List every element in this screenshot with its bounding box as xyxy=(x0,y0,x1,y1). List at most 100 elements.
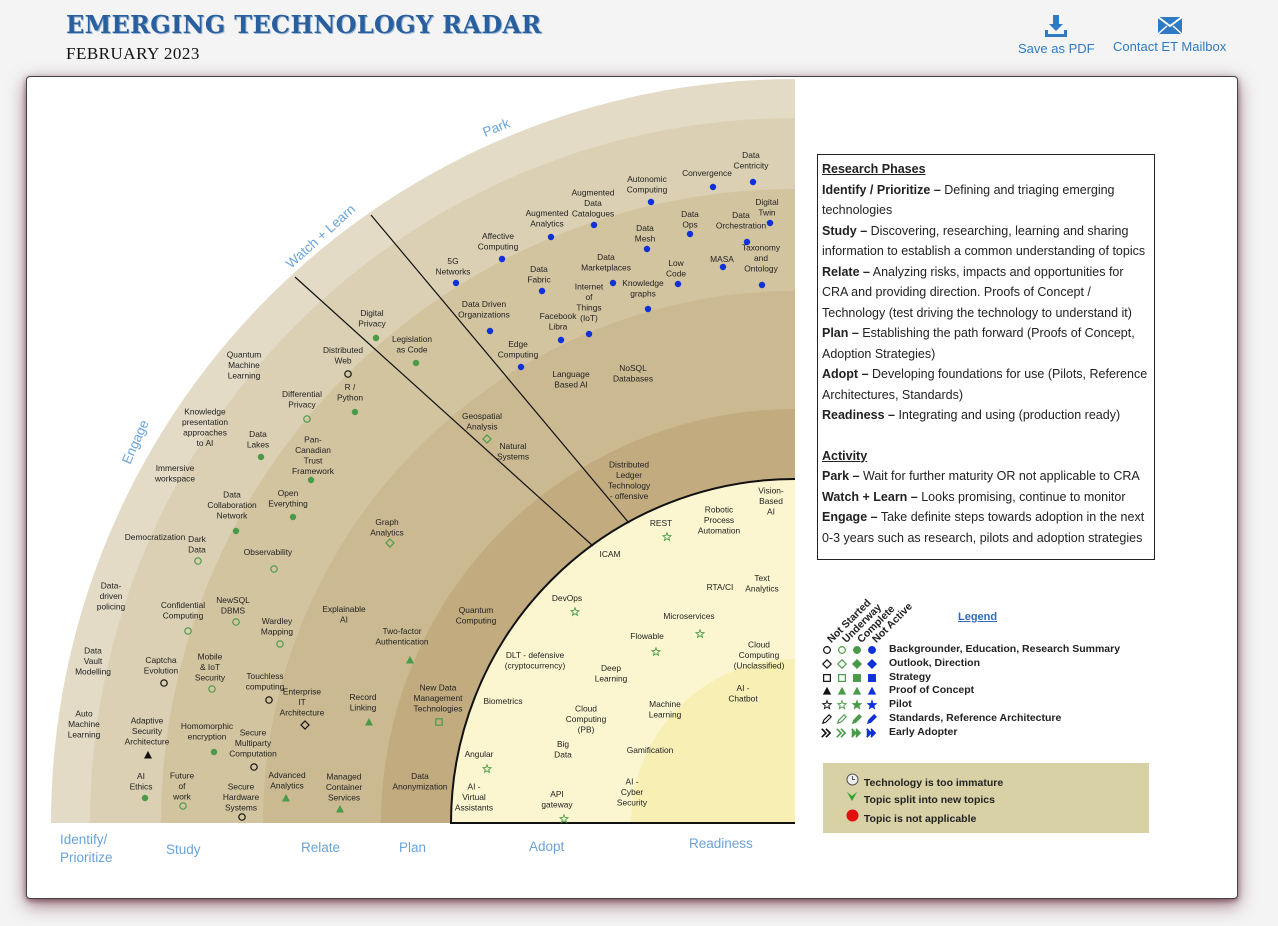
tech-label-65: AI -Chatbot xyxy=(728,683,758,704)
tech-label-79: AI Ethics xyxy=(130,771,153,792)
tech-label-6: Data Orchestration xyxy=(716,210,767,231)
status-marker-37 xyxy=(184,627,192,635)
triangle-icon xyxy=(822,687,877,696)
tech-label-69: Biometrics xyxy=(483,696,522,706)
status-marker-14 xyxy=(674,280,682,288)
tech-label-42: Democratization xyxy=(125,532,186,542)
tech-label-52: Explainable AI xyxy=(322,604,366,625)
tech-label-34: Immersive workspace xyxy=(154,463,195,484)
status-marker-57 xyxy=(238,813,246,821)
phase-identify: Identify / Prioritize – Defining and tri… xyxy=(822,182,1115,218)
status-marker-28 xyxy=(482,434,492,444)
tech-label-18: Data Driven Organizations xyxy=(458,299,510,320)
tech-label-36: Data Collaboration Network xyxy=(207,490,257,521)
radar-diagram: Park Watch + Learn Engage Identify/ Prio… xyxy=(51,79,796,865)
tech-label-4: Augmented Data Catalogues xyxy=(572,188,615,219)
status-marker-36 xyxy=(232,618,240,626)
tech-label-11: MASA xyxy=(710,254,734,264)
status-marker-33 xyxy=(194,557,202,565)
status-marker-11 xyxy=(719,263,727,271)
activity-watch-learn: Watch + Learn – Looks promising, continu… xyxy=(822,489,1126,504)
diamond-icon xyxy=(821,658,878,669)
tech-label-77: Gamification xyxy=(627,745,674,755)
status-marker-19 xyxy=(557,336,565,344)
status-marker-56 xyxy=(558,813,570,824)
tech-label-27: Differential Privacy xyxy=(282,389,322,410)
tech-label-31: Pan-Canadian Trust Framework xyxy=(292,434,335,476)
tech-label-45: ICAM xyxy=(600,549,621,559)
legend-link[interactable]: Legend xyxy=(958,611,998,623)
tech-label-32: Geospatial Analysis xyxy=(462,411,502,432)
status-marker-50 xyxy=(250,763,258,771)
status-marker-0 xyxy=(749,178,757,186)
note-not-applicable: Topic is not applicable xyxy=(843,809,976,825)
save-pdf-button[interactable]: Save as PDF xyxy=(1018,14,1095,56)
status-marker-29 xyxy=(289,513,297,521)
tech-label-40: REST xyxy=(650,518,672,528)
tech-label-24: Legislation as Code xyxy=(392,334,432,355)
tech-label-61: Mobile & IoT Security xyxy=(195,652,226,683)
page-title: EMERGING TECHNOLOGY RADAR xyxy=(66,10,542,39)
status-marker-26 xyxy=(257,453,265,461)
status-marker-7 xyxy=(547,233,555,241)
tech-label-85: AI -Cyber Security xyxy=(617,777,648,808)
status-marker-55 xyxy=(336,805,344,813)
tech-label-19: Facebook Libra xyxy=(540,311,578,332)
contact-button[interactable]: Contact ET Mailbox xyxy=(1113,14,1226,54)
tech-label-78: Angular xyxy=(465,749,494,759)
clock-icon xyxy=(843,773,861,789)
tech-label-49: NewSQL DBMS xyxy=(216,595,250,616)
legend-row-pen: Standards, Reference Architecture xyxy=(821,712,1061,726)
tech-label-22: NoSQL Databases xyxy=(613,363,653,384)
tech-label-13: Data Marketplaces xyxy=(581,252,631,273)
note-immature: Technology is too immature xyxy=(843,773,1003,789)
chevron-icon xyxy=(821,728,877,738)
header: EMERGING TECHNOLOGY RADAR FEBRUARY 2023 … xyxy=(0,0,1278,70)
phase-relate: Relate – Analyzing risks, impacts and op… xyxy=(822,264,1132,320)
tech-label-28: Quantum Machine Learning xyxy=(227,350,261,381)
ring-label-park: Park xyxy=(481,115,513,139)
legend-row-star: Pilot xyxy=(821,698,912,712)
status-marker-23 xyxy=(344,370,352,378)
tech-label-3: Digital Twin xyxy=(755,197,778,218)
status-marker-24 xyxy=(351,408,359,416)
tech-label-56: Two-factor Authentication xyxy=(375,626,428,647)
activity-engage: Engage – Take definite steps towards ado… xyxy=(822,510,1145,545)
pen-icon xyxy=(821,714,877,725)
status-marker-13 xyxy=(609,279,617,287)
tech-label-55: Microservices xyxy=(663,611,714,621)
status-marker-30 xyxy=(232,527,240,535)
tech-label-53: Quantum Computing xyxy=(456,605,497,626)
star-icon xyxy=(821,699,878,710)
tech-label-83: Data Anonymization xyxy=(393,771,448,792)
tech-label-59: Cloud Computing (Unclassified) xyxy=(734,640,785,671)
tech-label-84: AI -Virtual Assistants xyxy=(455,782,493,813)
tech-label-51: DevOps xyxy=(552,593,582,603)
tech-label-38: Vision-Based AI xyxy=(758,486,784,517)
tech-label-87: Secure Hardware Systems xyxy=(223,782,260,813)
tech-label-26: R / Python xyxy=(337,382,363,403)
status-marker-43 xyxy=(208,685,216,693)
tech-label-1: Convergence xyxy=(682,168,732,178)
tech-label-75: Secure Multiparty Computation xyxy=(229,728,277,759)
tech-label-48: Text Analytics xyxy=(745,573,779,594)
tech-label-58: Flowable xyxy=(630,631,664,641)
tech-label-54: Wardley Mapping xyxy=(261,616,293,637)
status-marker-32 xyxy=(385,538,395,548)
radar-card: Park Watch + Learn Engage Identify/ Prio… xyxy=(26,76,1238,899)
tech-label-81: Advanced Analytics xyxy=(268,770,306,791)
status-marker-49 xyxy=(210,748,218,756)
tech-label-57: Data Vault Modelling xyxy=(75,646,111,677)
phase-readiness: Readiness – Integrating and using (produ… xyxy=(822,408,1121,422)
phase-label-prioritize: Prioritize xyxy=(60,850,113,865)
status-marker-8 xyxy=(643,245,651,253)
tech-label-39: Robotic Process Automation xyxy=(698,505,741,536)
status-marker-41 xyxy=(650,646,662,657)
tech-label-80: Future of work xyxy=(170,771,195,802)
save-pdf-label: Save as PDF xyxy=(1018,41,1095,56)
tech-label-67: New Data Management Technologies xyxy=(414,683,464,714)
tech-label-10: Affective Computing xyxy=(478,231,519,252)
tech-label-71: Cloud Computing (PB) xyxy=(566,704,607,735)
legend-notes: Technology is too immature Topic split i… xyxy=(823,763,1149,833)
tech-label-30: Data Lakes xyxy=(247,429,269,450)
